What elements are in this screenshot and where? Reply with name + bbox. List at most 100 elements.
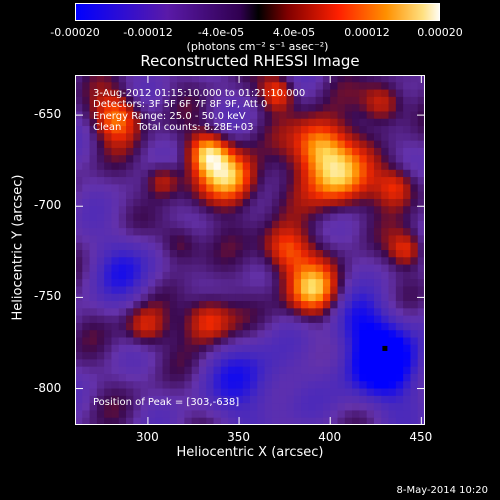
- heatmap-cell: [184, 242, 193, 251]
- heatmap-cell: [373, 388, 382, 397]
- heatmap-cell: [373, 228, 382, 236]
- heatmap-cell: [140, 322, 149, 331]
- heatmap-cell: [162, 381, 171, 390]
- heatmap-cell: [118, 162, 127, 171]
- heatmap-cell: [257, 330, 266, 338]
- heatmap-cell: [271, 126, 280, 134]
- heatmap-cell: [118, 140, 127, 149]
- heatmap-cell: [381, 257, 390, 266]
- heatmap-cell: [257, 410, 266, 419]
- heatmap-cell: [162, 118, 171, 127]
- heatmap-cell: [140, 206, 149, 215]
- heatmap-cell: [133, 198, 142, 207]
- heatmap-cell: [315, 184, 324, 193]
- heatmap-cell: [257, 242, 266, 251]
- heatmap-cell: [388, 140, 397, 149]
- heatmap-cell: [162, 104, 171, 112]
- heatmap-cell: [381, 373, 390, 382]
- heatmap-cell: [213, 198, 222, 207]
- heatmap-cell: [96, 111, 105, 120]
- heatmap-cell: [162, 250, 171, 258]
- heatmap-cell: [206, 344, 215, 353]
- heatmap-cell: [126, 140, 134, 149]
- heatmap-cell: [388, 271, 397, 280]
- heatmap-cell: [162, 89, 171, 98]
- heatmap-cell: [359, 366, 368, 375]
- heatmap-cell: [206, 89, 215, 98]
- heatmap-cell: [206, 366, 215, 375]
- heatmap-cell: [228, 337, 236, 346]
- heatmap-cell: [279, 330, 287, 338]
- heatmap-cell: [169, 417, 178, 425]
- heatmap-cell: [155, 133, 163, 142]
- heatmap-cell: [242, 228, 251, 236]
- x-axis-label: Heliocentric X (arcsec): [176, 445, 324, 460]
- heatmap-cell: [191, 373, 200, 382]
- heatmap-cell: [177, 410, 185, 419]
- heatmap-cell: [257, 89, 266, 98]
- heatmap-cell: [133, 417, 142, 425]
- heatmap-cell: [89, 395, 98, 404]
- heatmap-cell: [257, 344, 266, 353]
- heatmap-cell: [322, 228, 331, 236]
- heatmap-cell: [271, 315, 280, 324]
- heatmap-cell: [250, 410, 258, 419]
- heatmap-cell: [82, 147, 91, 156]
- heatmap-cell: [169, 403, 178, 411]
- heatmap-cell: [82, 271, 91, 280]
- heatmap-cell: [337, 330, 346, 338]
- heatmap-cell: [133, 206, 142, 215]
- heatmap-cell: [220, 373, 229, 382]
- heatmap-cell: [104, 250, 112, 258]
- heatmap-cell: [126, 96, 134, 105]
- heatmap-cell: [301, 308, 309, 317]
- heatmap-cell: [330, 352, 338, 360]
- heatmap-cell: [96, 228, 105, 236]
- heatmap-cell: [96, 184, 105, 193]
- heatmap-cell: [220, 162, 229, 171]
- heatmap-cell: [133, 359, 142, 368]
- heatmap-cell: [220, 126, 229, 134]
- heatmap-cell: [257, 403, 266, 411]
- heatmap-cell: [169, 410, 178, 419]
- heatmap-cell: [381, 213, 390, 222]
- heatmap-cell: [126, 89, 134, 98]
- heatmap-cell: [410, 286, 419, 295]
- heatmap-cell: [373, 242, 382, 251]
- heatmap-cell: [213, 89, 222, 98]
- heatmap-cell: [279, 301, 287, 309]
- heatmap-cell: [337, 322, 346, 331]
- heatmap-cell: [213, 82, 222, 91]
- heatmap-cell: [126, 293, 134, 302]
- heatmap-cell: [301, 118, 309, 127]
- heatmap-cell: [359, 410, 368, 419]
- heatmap-cell: [228, 235, 236, 244]
- heatmap-cell: [388, 220, 397, 229]
- heatmap-cell: [82, 293, 91, 302]
- heatmap-cell: [264, 271, 273, 280]
- heatmap-cell: [388, 206, 397, 215]
- heatmap-cell: [250, 147, 258, 156]
- heatmap-cell: [228, 410, 236, 419]
- heatmap-cell: [82, 191, 91, 200]
- heatmap-cell: [184, 271, 193, 280]
- heatmap-cell: [75, 381, 83, 390]
- heatmap-cell: [315, 140, 324, 149]
- heatmap-cell: [417, 301, 425, 309]
- heatmap-cell: [337, 337, 346, 346]
- heatmap-cell: [271, 133, 280, 142]
- heatmap-cell: [366, 184, 375, 193]
- heatmap-cell: [155, 104, 163, 112]
- heatmap-cell: [133, 169, 142, 178]
- heatmap-cell: [410, 140, 419, 149]
- heatmap-cell: [352, 381, 360, 390]
- heatmap-cell: [410, 198, 419, 207]
- heatmap-cell: [155, 308, 163, 317]
- heatmap-cell: [133, 213, 142, 222]
- heatmap-cell: [206, 162, 215, 171]
- heatmap-cell: [322, 366, 331, 375]
- heatmap-cell: [177, 96, 185, 105]
- heatmap-cell: [366, 242, 375, 251]
- heatmap-cell: [337, 344, 346, 353]
- heatmap-cell: [373, 352, 382, 360]
